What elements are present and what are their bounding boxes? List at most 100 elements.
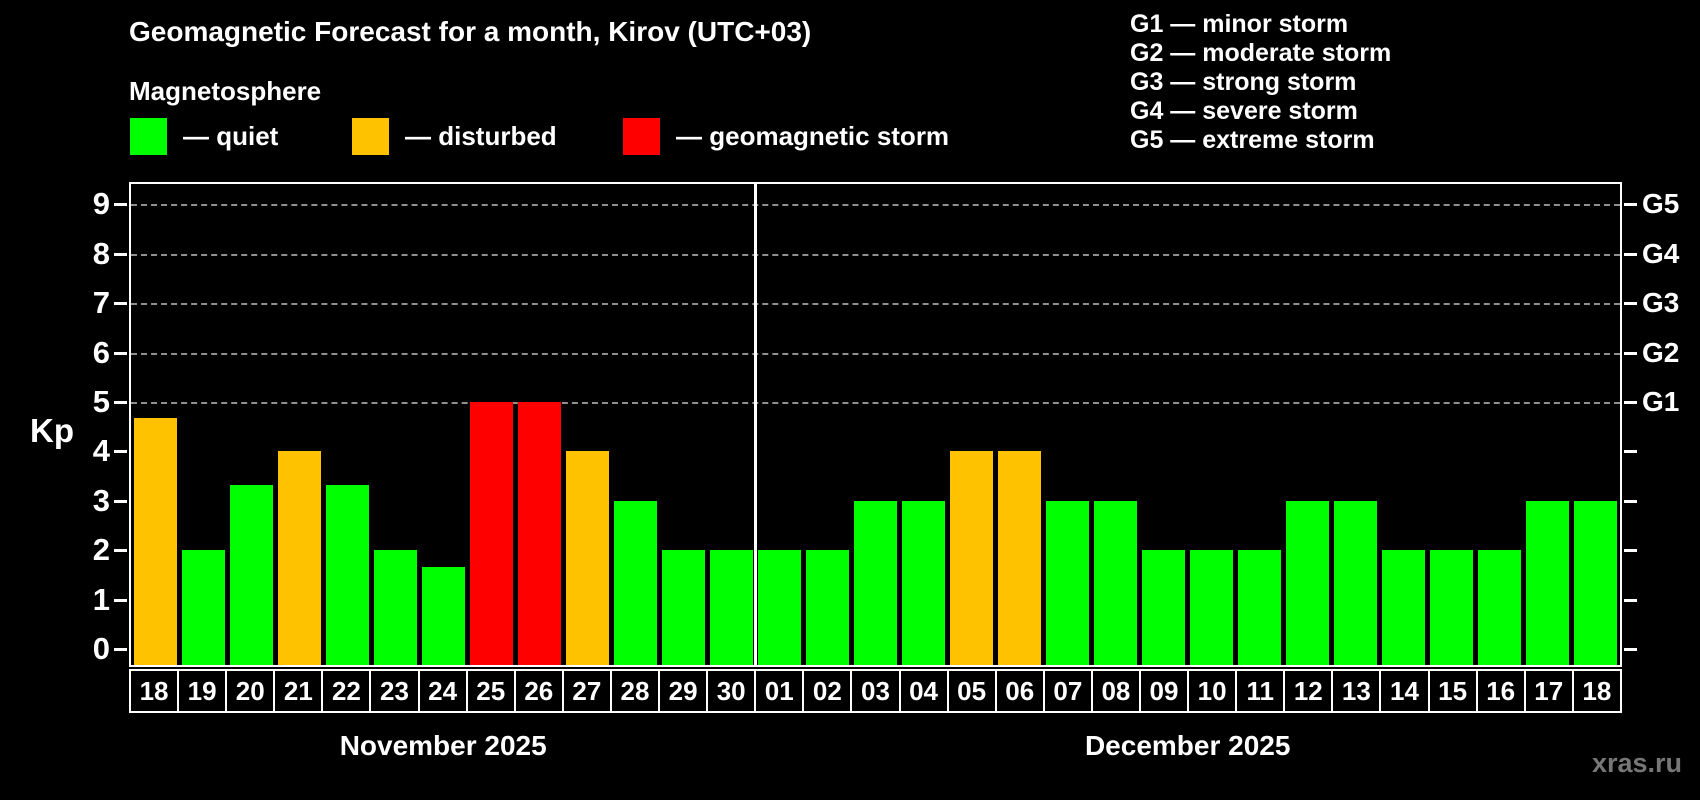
day-label: 27 xyxy=(561,669,612,713)
y-axis-label-5: 5 xyxy=(92,384,110,419)
day-label: 22 xyxy=(321,669,372,713)
bar-slot-18 xyxy=(1572,184,1620,665)
right-tick-kp8 xyxy=(1624,252,1637,256)
day-label: 05 xyxy=(946,669,997,713)
bar-slot-27 xyxy=(563,184,611,665)
bar-slot-14 xyxy=(1380,184,1428,665)
day-label: 03 xyxy=(850,669,901,713)
day-label: 02 xyxy=(802,669,853,713)
bar-slot-20 xyxy=(227,184,275,665)
plot-area xyxy=(129,182,1622,667)
g-axis-label-g3: G3 xyxy=(1642,287,1680,319)
kp-bar-day-20 xyxy=(229,484,273,665)
bar-slot-07 xyxy=(1044,184,1092,665)
day-label: 29 xyxy=(658,669,709,713)
chart-subtitle: Magnetosphere xyxy=(129,76,322,106)
kp-bar-day-15 xyxy=(1430,550,1474,665)
gridline-kp7 xyxy=(131,303,1620,306)
kp-bar-day-27 xyxy=(565,451,609,665)
y-axis-label-7: 7 xyxy=(92,285,110,321)
kp-bar-day-19 xyxy=(181,550,225,665)
y-axis-label-2: 2 xyxy=(92,532,110,568)
day-label: 25 xyxy=(465,669,516,713)
g-scale-legend: G1 — minor storm G2 — moderate storm G3 … xyxy=(1130,10,1391,155)
bar-slot-10 xyxy=(1188,184,1236,665)
legend-item-quiet: — quiet xyxy=(130,116,278,156)
y-axis-title: Kp xyxy=(30,412,74,449)
legend-item-storm: — geomagnetic storm xyxy=(623,116,949,156)
kp-bar-day-16 xyxy=(1478,550,1522,665)
kp-bar-day-01 xyxy=(757,550,801,665)
kp-bar-day-30 xyxy=(709,550,753,665)
day-label: 06 xyxy=(994,669,1045,713)
day-label: 01 xyxy=(754,669,805,713)
bar-slot-15 xyxy=(1428,184,1476,665)
bar-slot-02 xyxy=(803,184,851,665)
legend-label-quiet: — quiet xyxy=(183,120,279,151)
bar-slot-19 xyxy=(179,184,227,665)
left-tick-kp4 xyxy=(114,450,127,454)
g2-legend-line: G2 — moderate storm xyxy=(1130,39,1392,67)
kp-bar-day-17 xyxy=(1526,500,1570,665)
bar-slot-28 xyxy=(611,184,659,665)
g-axis-label-g2: G2 xyxy=(1642,336,1680,368)
g1-legend-line: G1 — minor storm xyxy=(1130,10,1349,38)
left-tick-kp8 xyxy=(114,252,127,256)
kp-bar-day-07 xyxy=(1046,500,1090,665)
right-tick-kp5 xyxy=(1624,401,1637,404)
kp-bar-day-29 xyxy=(661,550,705,665)
left-tick-kp5 xyxy=(114,401,127,404)
kp-bar-day-09 xyxy=(1142,550,1186,665)
left-tick-kp7 xyxy=(114,302,127,306)
bars-container xyxy=(131,184,1620,665)
bar-slot-11 xyxy=(1236,184,1284,665)
kp-bar-day-23 xyxy=(373,550,417,665)
day-label: 19 xyxy=(177,669,228,713)
bar-slot-01 xyxy=(755,184,803,665)
y-axis-label-3: 3 xyxy=(92,482,110,518)
right-tick-kp6 xyxy=(1624,351,1637,355)
day-label: 04 xyxy=(898,669,949,713)
right-tick-kp2 xyxy=(1624,549,1637,553)
day-label: 28 xyxy=(609,669,661,713)
left-tick-kp9 xyxy=(114,203,127,207)
bar-slot-12 xyxy=(1284,184,1332,665)
day-label: 13 xyxy=(1331,669,1382,713)
gridline-kp8 xyxy=(131,253,1620,256)
day-label: 12 xyxy=(1283,669,1334,713)
g5-legend-line: G5 — extreme storm xyxy=(1130,126,1375,154)
kp-bar-day-06 xyxy=(998,451,1042,665)
y-axis-label-1: 1 xyxy=(92,581,110,617)
bar-slot-23 xyxy=(371,184,419,665)
kp-bar-day-10 xyxy=(1190,550,1234,665)
quiet-color-swatch xyxy=(130,117,167,155)
left-tick-kp3 xyxy=(114,499,127,503)
left-tick-kp6 xyxy=(114,351,127,355)
kp-bar-day-14 xyxy=(1382,550,1426,665)
day-label: 08 xyxy=(1090,669,1141,713)
legend-item-disturbed: — disturbed xyxy=(352,116,557,156)
bar-slot-22 xyxy=(323,184,371,665)
bar-slot-03 xyxy=(851,184,899,665)
disturbed-color-swatch xyxy=(352,117,389,155)
bar-slot-26 xyxy=(515,184,563,665)
kp-bar-day-13 xyxy=(1334,500,1378,665)
left-tick-kp2 xyxy=(114,549,127,553)
chart-title: Geomagnetic Forecast for a month, Kirov … xyxy=(129,16,812,47)
y-axis-label-8: 8 xyxy=(92,235,110,271)
bar-slot-18 xyxy=(131,184,179,665)
left-tick-kp1 xyxy=(114,598,127,602)
day-label: 11 xyxy=(1235,669,1286,713)
day-label: 18 xyxy=(129,669,180,713)
month-label-0: November 2025 xyxy=(339,730,547,761)
gridline-kp9 xyxy=(131,204,1620,207)
bar-slot-29 xyxy=(659,184,707,665)
y-axis-label-9: 9 xyxy=(92,186,110,222)
right-tick-kp4 xyxy=(1624,450,1637,454)
day-label: 09 xyxy=(1138,669,1190,713)
day-label: 10 xyxy=(1187,669,1238,713)
bar-slot-09 xyxy=(1140,184,1188,665)
day-label: 23 xyxy=(369,669,420,713)
bar-slot-24 xyxy=(419,184,467,665)
kp-bar-day-11 xyxy=(1238,550,1282,665)
